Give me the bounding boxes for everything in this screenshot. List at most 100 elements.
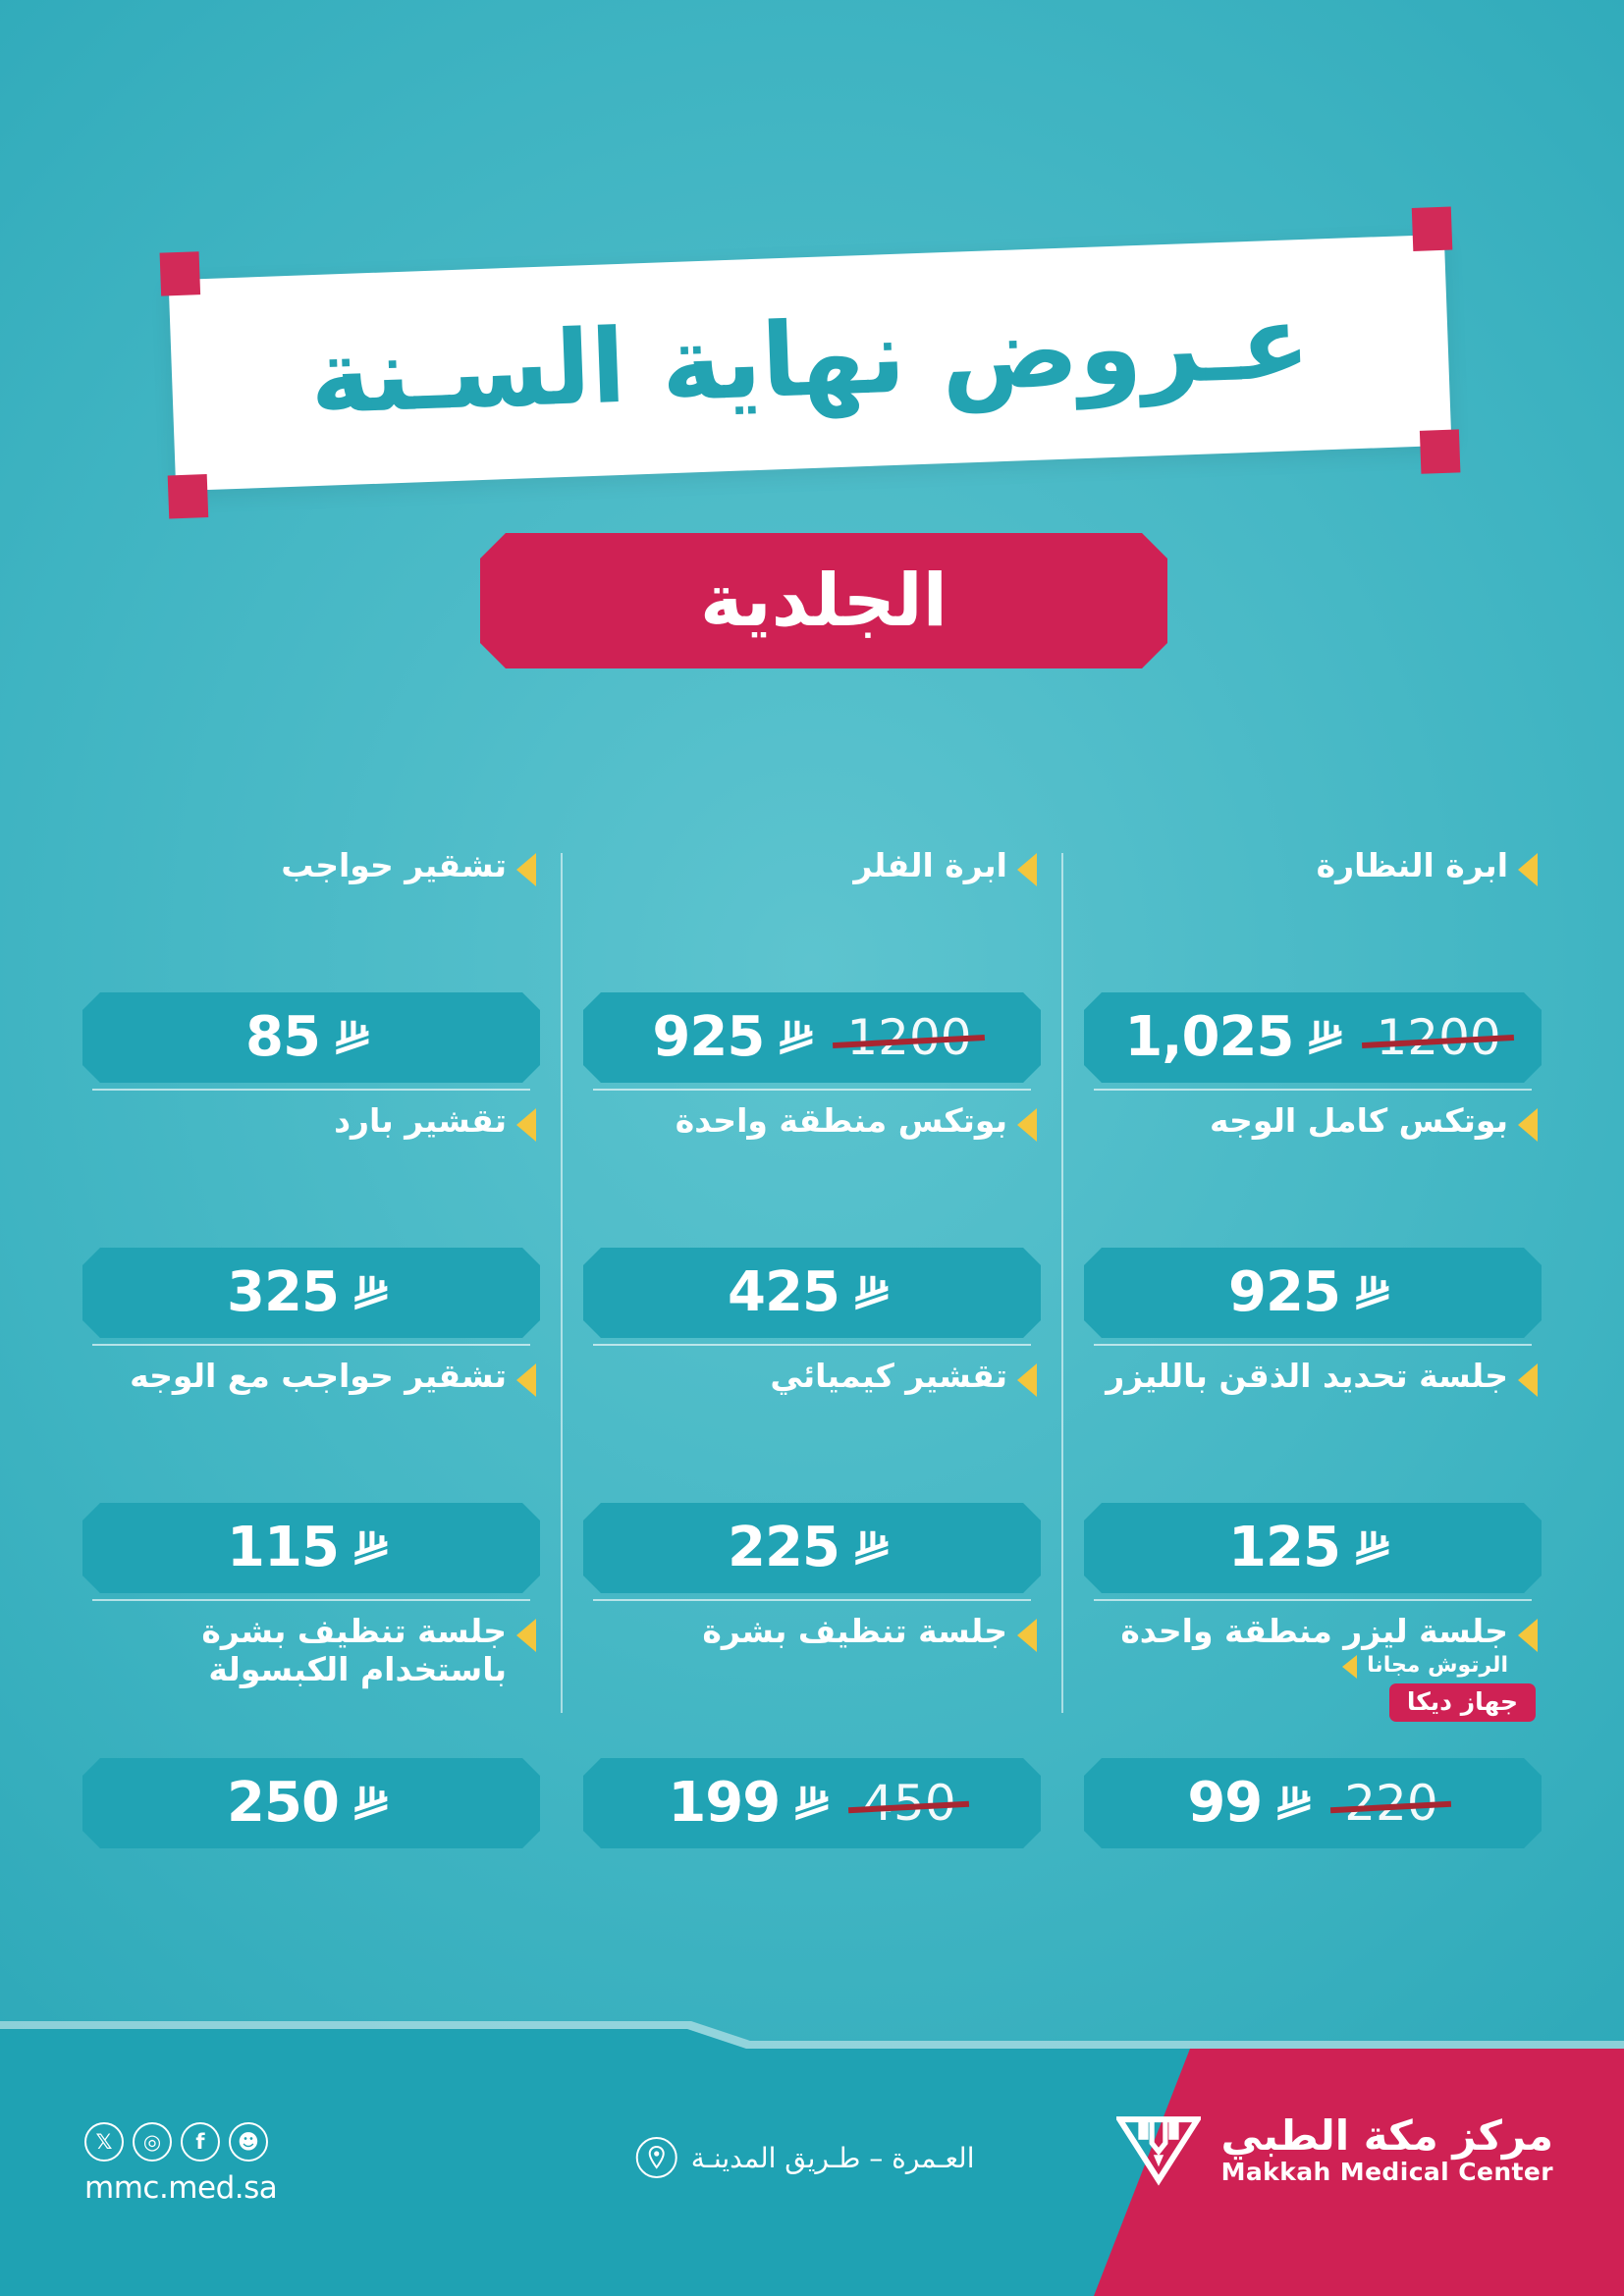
current-price: 225	[728, 1516, 839, 1579]
saudi-riyal-symbol	[1352, 1525, 1397, 1571]
offer-card[interactable]: ابرة النظارة 1200 1,025	[1084, 839, 1542, 1095]
service-name: تشقير حواجب	[281, 846, 507, 884]
offer-header: تقشير بارد	[82, 1098, 540, 1157]
address-text: العـمرة – طـريق المدينـة	[690, 2141, 975, 2174]
offers-column-col-right: ابرة النظارة 1200 1,025 بوتكس كامل الوجه 925…	[1062, 839, 1563, 1860]
service-name: تقشير كيميائي	[770, 1357, 1007, 1395]
offer-labels: تشقير حواجب	[86, 846, 507, 885]
bullet-arrow-icon	[1518, 1619, 1538, 1652]
price-box: 250	[82, 1758, 540, 1848]
offer-card[interactable]: جلسة تنظيف بشرة باستخدام الكبسولة 250	[82, 1599, 540, 1860]
old-price: 220	[1344, 1775, 1438, 1832]
price-box: 925	[1084, 1248, 1542, 1338]
price-box: 1200 1,025	[1084, 992, 1542, 1083]
current-price-group: 225	[728, 1521, 896, 1575]
service-name: ابرة النظارة	[1316, 846, 1508, 884]
current-price: 925	[652, 1005, 765, 1069]
current-price: 85	[245, 1005, 320, 1069]
service-subnote-row: الرتوش مجانا	[1088, 1653, 1508, 1679]
subtitle-text: الجلدية	[699, 559, 948, 643]
subtitle-badge: الجلدية	[480, 533, 1167, 668]
footer-notch	[0, 2011, 1624, 2049]
website-url[interactable]: mmc.med.sa	[84, 2170, 278, 2206]
poster-footer: 𝕏 ◎ f ☻ mmc.med.sa العـمرة – طـريق المدينـة…	[0, 2011, 1624, 2296]
price-box: 325	[82, 1248, 540, 1338]
service-name: جلسة تنظيف بشرة باستخدام الكبسولة	[201, 1612, 507, 1688]
offer-labels: تقشير بارد	[86, 1101, 507, 1141]
current-price: 199	[668, 1771, 781, 1835]
offer-labels: تقشير كيميائي	[587, 1357, 1007, 1396]
offer-header: ابرة الفلر	[583, 843, 1041, 902]
current-price: 1,025	[1124, 1005, 1294, 1069]
snapchat-icon[interactable]: ☻	[229, 2122, 268, 2162]
offer-card[interactable]: جلسة ليزر منطقة واحدة الرتوش مجانا جهاز دي…	[1084, 1599, 1542, 1860]
saudi-riyal-symbol	[776, 1015, 821, 1060]
offers-column-col-left: تشقير حواجب 85 تقشير بارد 325 تشقير حواجب مع…	[61, 839, 563, 1860]
offer-labels: تشقير حواجب مع الوجه	[86, 1357, 507, 1396]
saudi-riyal-symbol	[1305, 1015, 1350, 1060]
service-subnote: الرتوش مجانا	[1367, 1653, 1508, 1679]
current-price: 115	[227, 1516, 339, 1579]
current-price: 325	[227, 1260, 339, 1324]
service-name: ابرة الفلر	[853, 846, 1007, 884]
makkah-medical-center-logo-icon	[1114, 2114, 1204, 2187]
brand-name-english: Makkah Medical Center	[1220, 2158, 1553, 2186]
social-icons: 𝕏 ◎ f ☻	[84, 2122, 277, 2162]
offer-card[interactable]: بوتكس كامل الوجه 925	[1084, 1089, 1542, 1350]
service-name: بوتكس منطقة واحدة	[675, 1101, 1007, 1140]
offer-card[interactable]: ابرة الفلر 1200 925	[583, 839, 1041, 1095]
offer-labels: بوتكس كامل الوجه	[1088, 1101, 1508, 1141]
saudi-riyal-symbol	[851, 1525, 896, 1571]
instagram-icon[interactable]: ◎	[133, 2122, 172, 2162]
offer-card[interactable]: تقشير كيميائي 225	[583, 1344, 1041, 1605]
price-box: 425	[583, 1248, 1041, 1338]
current-price: 925	[1228, 1260, 1340, 1324]
offer-labels: جلسة ليزر منطقة واحدة الرتوش مجانا	[1088, 1612, 1508, 1679]
offer-card[interactable]: جلسة تنظيف بشرة 450 199	[583, 1599, 1041, 1860]
offer-header: جلسة تنظيف بشرة باستخدام الكبسولة	[82, 1609, 540, 1689]
bullet-arrow-icon	[1017, 1108, 1037, 1142]
offer-card[interactable]: تشقير حواجب مع الوجه 115	[82, 1344, 540, 1605]
saudi-riyal-symbol	[1273, 1781, 1319, 1826]
current-price-group: 425	[728, 1265, 896, 1320]
offer-header: بوتكس منطقة واحدة	[583, 1098, 1041, 1157]
saudi-riyal-symbol	[332, 1015, 377, 1060]
offer-header: جلسة ليزر منطقة واحدة الرتوش مجانا	[1084, 1609, 1542, 1679]
saudi-riyal-symbol	[791, 1781, 837, 1826]
current-price-group: 1,025	[1124, 1010, 1350, 1065]
bullet-arrow-small-icon	[1342, 1654, 1358, 1679]
bullet-arrow-icon	[1518, 1108, 1538, 1142]
current-price-group: 925	[652, 1010, 821, 1065]
current-price-group: 250	[227, 1776, 396, 1831]
offer-card[interactable]: جلسة تحديد الذقن بالليزر 125	[1084, 1344, 1542, 1605]
offer-header: جلسة تحديد الذقن بالليزر	[1084, 1354, 1542, 1413]
saudi-riyal-symbol	[1352, 1270, 1397, 1315]
facebook-icon[interactable]: f	[181, 2122, 220, 2162]
price-box: 1200 925	[583, 992, 1041, 1083]
brand-name-arabic: مركز مكة الطبي	[1220, 2110, 1553, 2160]
bullet-arrow-icon	[1017, 1363, 1037, 1397]
offer-labels: ابرة الفلر	[587, 846, 1007, 885]
device-tag-wrap: جهاز ديكا	[1084, 1679, 1542, 1722]
saudi-riyal-symbol	[851, 1270, 896, 1315]
current-price-group: 325	[227, 1265, 396, 1320]
current-price-group: 85	[245, 1010, 377, 1065]
bullet-arrow-icon	[516, 1363, 536, 1397]
current-price-group: 115	[227, 1521, 396, 1575]
current-price-group: 199	[668, 1776, 837, 1831]
x-twitter-icon[interactable]: 𝕏	[84, 2122, 124, 2162]
offer-header: تشقير حواجب	[82, 843, 540, 902]
price-box: 115	[82, 1503, 540, 1593]
current-price: 125	[1228, 1516, 1340, 1579]
address-block: العـمرة – طـريق المدينـة	[635, 2137, 975, 2178]
offer-card[interactable]: تشقير حواجب 85	[82, 839, 540, 1095]
current-price-group: 925	[1228, 1265, 1397, 1320]
saudi-riyal-symbol	[351, 1270, 396, 1315]
offer-labels: بوتكس منطقة واحدة	[587, 1101, 1007, 1141]
service-name: جلسة ليزر منطقة واحدة	[1120, 1612, 1508, 1650]
current-price: 425	[728, 1260, 839, 1324]
offer-labels: جلسة تنظيف بشرة	[587, 1612, 1007, 1651]
offer-card[interactable]: تقشير بارد 325	[82, 1089, 540, 1350]
current-price-group: 125	[1228, 1521, 1397, 1575]
offer-card[interactable]: بوتكس منطقة واحدة 425	[583, 1089, 1041, 1350]
